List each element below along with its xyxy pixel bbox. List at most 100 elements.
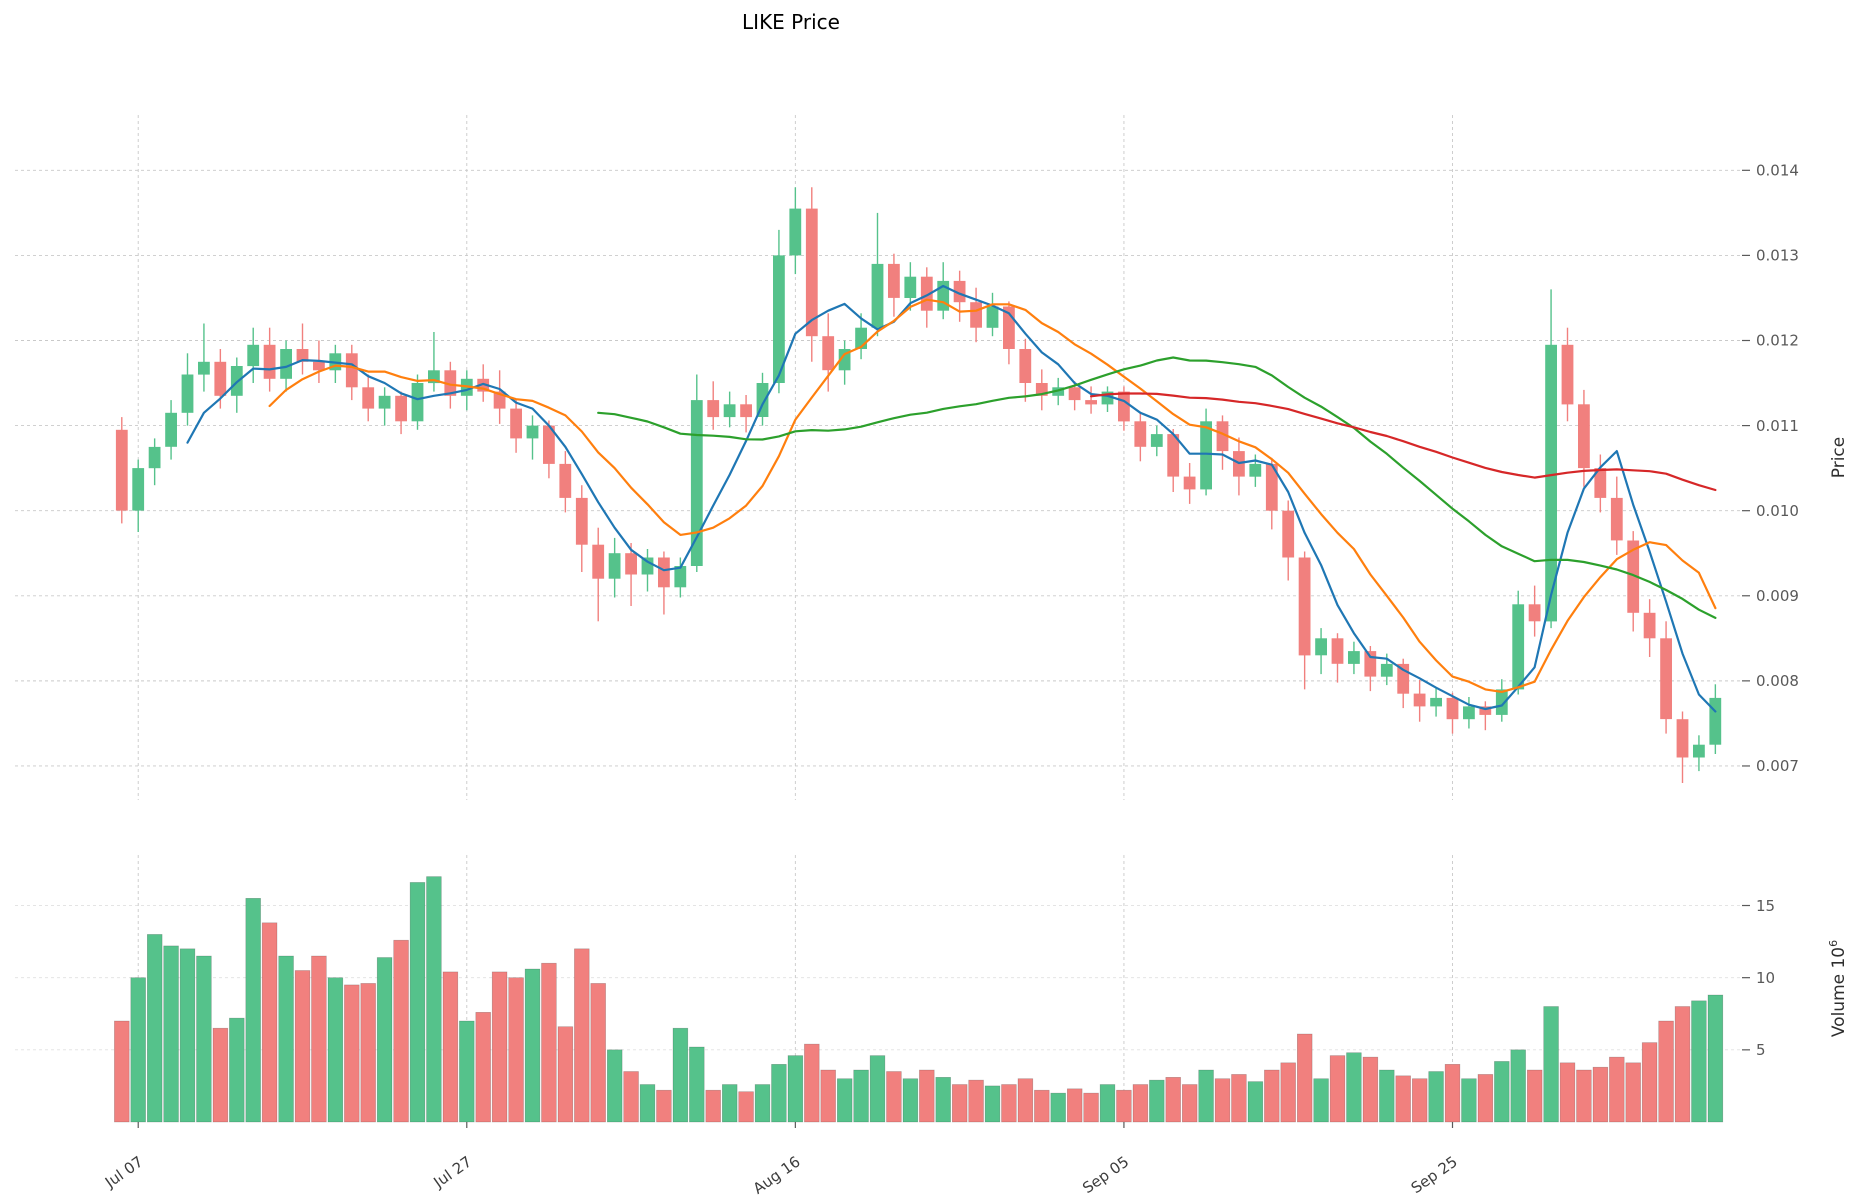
candle-body	[1035, 383, 1048, 396]
x-tick-label: Jul 07	[101, 1153, 147, 1192]
candle-body	[543, 425, 555, 464]
volume-bar	[344, 984, 360, 1123]
volume-bar	[820, 1069, 836, 1123]
volume-bar	[1674, 1006, 1691, 1123]
candle-body	[148, 446, 161, 469]
candle-body	[625, 553, 637, 575]
candle-body	[411, 383, 424, 422]
volume-tick-label: 5	[1756, 1041, 1766, 1059]
volume-bar	[245, 897, 261, 1123]
candle-body	[1167, 434, 1180, 477]
volume-bar	[1461, 1078, 1477, 1123]
candle-body	[575, 497, 588, 545]
candle-body	[1495, 689, 1508, 715]
candle-body	[510, 408, 522, 439]
volume-bar	[508, 977, 524, 1123]
volume-bar	[771, 1064, 787, 1123]
volume-bar	[951, 1084, 968, 1123]
candle-body	[1561, 344, 1574, 405]
candle-body	[247, 344, 260, 367]
candle-body	[165, 412, 177, 447]
volume-bar	[130, 977, 146, 1123]
candle-body	[280, 349, 292, 379]
volume-bar	[1313, 1078, 1329, 1123]
candle-body	[1315, 638, 1327, 656]
candle-body	[707, 400, 720, 418]
candle-body	[888, 263, 900, 298]
volume-bar	[196, 955, 212, 1123]
volume-bar	[1658, 1020, 1674, 1123]
volume-bar	[1527, 1069, 1543, 1123]
candle-body	[1512, 604, 1525, 690]
candle-body	[970, 302, 982, 328]
candle-body	[805, 208, 818, 337]
price-tick-label: 0.009	[1756, 587, 1799, 605]
candle-body	[214, 361, 227, 396]
x-tick-label: Sep 25	[1408, 1153, 1461, 1198]
candle-body	[1594, 468, 1607, 498]
volume-bar	[639, 1084, 656, 1123]
volume-bar	[968, 1079, 984, 1123]
candle-body	[115, 429, 128, 511]
volume-bar	[672, 1027, 689, 1123]
candle-body	[263, 344, 276, 379]
candle-body	[526, 425, 539, 439]
volume-bar	[919, 1069, 935, 1123]
volume-bar	[721, 1084, 738, 1123]
volume-bar	[1247, 1081, 1264, 1123]
candle-body	[871, 263, 884, 328]
volume-bar	[1494, 1061, 1510, 1123]
volume-bar	[1346, 1052, 1362, 1123]
candle-body	[1200, 421, 1212, 490]
candle-body	[1265, 463, 1278, 511]
candle-body	[641, 557, 654, 575]
candle-body	[428, 370, 440, 384]
price-axis-label: Price	[1829, 437, 1849, 478]
volume-bar	[393, 939, 409, 1123]
moving-average-lines	[186, 284, 1717, 713]
volume-bar	[1132, 1084, 1149, 1123]
volume-bar	[606, 1049, 623, 1123]
candle-body	[855, 327, 867, 349]
volume-tick-label: 10	[1756, 969, 1775, 987]
volume-bar	[1165, 1077, 1181, 1123]
volume-bar	[1559, 1062, 1576, 1123]
candle-body	[1709, 697, 1722, 745]
volume-bar	[590, 983, 606, 1123]
candle-body	[904, 276, 917, 298]
candle-body	[1068, 387, 1081, 401]
volume-bar	[804, 1043, 820, 1123]
volume-bar	[1034, 1089, 1050, 1123]
candle-body	[740, 404, 752, 418]
candle-body	[838, 349, 851, 371]
candle-body	[1627, 540, 1640, 613]
candle-body	[822, 336, 835, 371]
volume-bar	[1329, 1055, 1346, 1123]
volume-bar	[557, 1026, 574, 1123]
candle-body	[1003, 306, 1015, 349]
volume-axis-label: Volume 106	[1827, 940, 1849, 1037]
candle-body	[395, 395, 407, 422]
volume-bar	[524, 968, 541, 1123]
candle-body	[953, 280, 966, 303]
candle-body	[1660, 638, 1672, 720]
candle-body	[608, 553, 621, 579]
candle-body	[1610, 497, 1623, 541]
candle-body	[756, 383, 769, 417]
volume-bar	[902, 1078, 919, 1123]
volume-bar	[935, 1077, 951, 1123]
candle-body	[1578, 404, 1590, 469]
volume-bar	[754, 1084, 771, 1123]
candle-body	[1183, 476, 1196, 490]
volume-bar	[360, 983, 376, 1123]
candle-body	[592, 544, 605, 579]
volume-bar	[261, 922, 278, 1123]
volume-bar	[886, 1071, 902, 1123]
ma-line-ma60	[1089, 392, 1717, 492]
candle-body	[181, 374, 194, 413]
candle-body	[1282, 510, 1295, 558]
candle-body	[1397, 663, 1410, 694]
volume-bar	[229, 1017, 245, 1123]
volume-bar	[787, 1055, 804, 1123]
